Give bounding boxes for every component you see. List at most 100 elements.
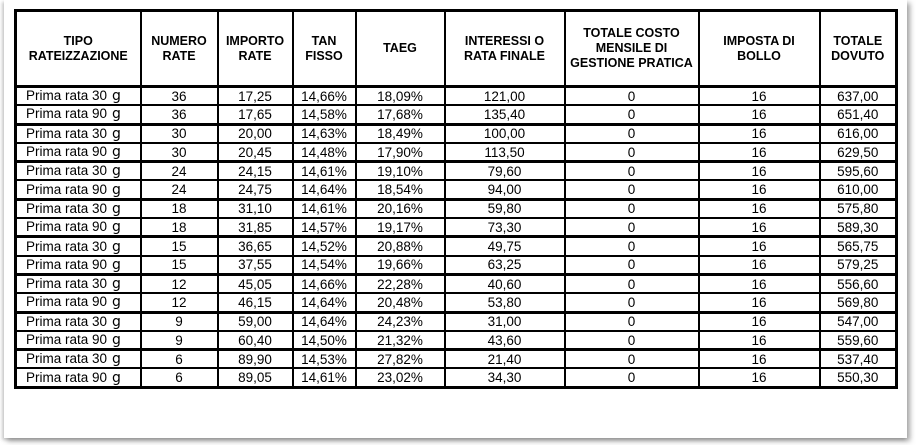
cell-importo-rate: 17,25 (216, 85, 294, 107)
giorni-suffix: g (112, 351, 121, 368)
cell-imposta-bollo: 16 (697, 292, 821, 314)
table-row: Prima rata 30 g 6 89,90 14,53% 27,82% 21,40 0 16… (14, 348, 898, 370)
giorni-suffix: g (112, 125, 121, 142)
table-row: Prima rata 30 g 24 24,15 14,61% 19,10% 79,60 0 1… (14, 160, 898, 182)
cell-totale-dovuto: 575,80 (818, 198, 898, 220)
cell-tan-fisso: 14,48% (291, 141, 357, 164)
cell-totale-dovuto: 547,00 (818, 311, 898, 332)
cell-imposta-bollo: 16 (697, 329, 821, 352)
cell-taeg: 24,23% (354, 311, 446, 332)
cell-totale-dovuto: 610,00 (818, 179, 898, 201)
giorni-suffix: g (112, 181, 121, 198)
table-row: Prima rata 30 g 12 45,05 14,66% 22,28% 40,60 0 1… (14, 273, 898, 295)
cell-tan-fisso: 14,64% (291, 179, 357, 201)
giorni-suffix: g (112, 238, 121, 255)
cell-tan-fisso: 14,66% (291, 85, 357, 107)
cell-costo-gestione: 0 (563, 123, 700, 144)
cell-importo-rate: 20,00 (216, 123, 294, 144)
cell-importo-rate: 37,55 (216, 254, 294, 276)
cell-taeg: 20,48% (354, 292, 446, 314)
cell-tipo-rateizzazione: Prima rata 90 g (14, 254, 142, 276)
giorni-suffix: g (112, 313, 121, 330)
tipo-label: Prima rata 30 (26, 238, 108, 254)
cell-tan-fisso: 14,52% (291, 235, 357, 257)
cell-imposta-bollo: 16 (697, 217, 821, 239)
cell-tan-fisso: 14,61% (291, 367, 357, 389)
table-header-row: TIPO RATEIZZAZIONE NUMERO RATE IMPORTO RAT… (14, 9, 898, 88)
cell-totale-dovuto: 559,60 (818, 329, 898, 352)
cell-interessi: 79,60 (443, 160, 566, 182)
cell-totale-dovuto: 579,25 (818, 254, 898, 276)
cell-tipo-rateizzazione: Prima rata 90 g (14, 179, 142, 201)
cell-tan-fisso: 14,50% (291, 329, 357, 352)
table-row: Prima rata 30 g 30 20,00 14,63% 18,49% 100,00 0… (14, 123, 898, 144)
table-row: Prima rata 90 g 36 17,65 14,58% 17,68% 135,40 0… (14, 104, 898, 126)
cell-totale-dovuto: 651,40 (818, 104, 898, 126)
tipo-label: Prima rata 90 (26, 369, 108, 385)
cell-taeg: 17,68% (354, 104, 446, 126)
tipo-label: Prima rata 30 (26, 200, 108, 216)
cell-imposta-bollo: 16 (697, 348, 821, 370)
cell-importo-rate: 20,45 (216, 141, 294, 164)
cell-imposta-bollo: 16 (697, 141, 821, 164)
column-header-6: TOTALE COSTO MENSILE DI GESTIONE PRATICA (563, 9, 700, 88)
cell-totale-dovuto: 556,60 (818, 273, 898, 295)
column-header-5: INTERESSI O RATA FINALE (443, 9, 566, 88)
cell-importo-rate: 89,90 (216, 348, 294, 370)
cell-taeg: 20,88% (354, 235, 446, 257)
cell-numero-rate: 30 (139, 123, 219, 144)
cell-numero-rate: 12 (139, 273, 219, 295)
cell-costo-gestione: 0 (563, 235, 700, 257)
cell-numero-rate: 36 (139, 104, 219, 126)
cell-tan-fisso: 14,57% (291, 217, 357, 239)
cell-totale-dovuto: 537,40 (818, 348, 898, 370)
cell-imposta-bollo: 16 (697, 198, 821, 220)
cell-totale-dovuto: 616,00 (818, 123, 898, 144)
cell-costo-gestione: 0 (563, 254, 700, 276)
table-row: Prima rata 30 g 9 59,00 14,64% 24,23% 31,00 0 16… (14, 311, 898, 332)
cell-taeg: 23,02% (354, 367, 446, 389)
column-header-1: NUMERO RATE (139, 9, 219, 88)
cell-importo-rate: 89,05 (216, 367, 294, 389)
table-row: Prima rata 90 g 12 46,15 14,64% 20,48% 53,80 0 1… (14, 292, 898, 314)
cell-imposta-bollo: 16 (697, 179, 821, 201)
cell-numero-rate: 9 (139, 311, 219, 332)
installment-plan-table: TIPO RATEIZZAZIONE NUMERO RATE IMPORTO RAT… (14, 9, 898, 389)
cell-imposta-bollo: 16 (697, 235, 821, 257)
column-header-0: TIPO RATEIZZAZIONE (14, 9, 142, 88)
tipo-label: Prima rata 30 (26, 88, 108, 104)
cell-tipo-rateizzazione: Prima rata 30 g (14, 160, 142, 182)
cell-interessi: 121,00 (443, 85, 566, 107)
giorni-suffix: g (112, 369, 121, 386)
cell-interessi: 43,60 (443, 329, 566, 352)
table-row: Prima rata 30 g 36 17,25 14,66% 18,09% 121,00 0… (14, 85, 898, 107)
tipo-label: Prima rata 90 (26, 219, 108, 235)
cell-numero-rate: 24 (139, 160, 219, 182)
giorni-suffix: g (112, 256, 121, 273)
document-page: TIPO RATEIZZAZIONE NUMERO RATE IMPORTO RAT… (4, 0, 907, 438)
giorni-suffix: g (112, 200, 121, 217)
cell-imposta-bollo: 16 (697, 123, 821, 144)
cell-importo-rate: 36,65 (216, 235, 294, 257)
column-header-7: IMPOSTA DI BOLLO (697, 9, 821, 88)
cell-numero-rate: 9 (139, 329, 219, 352)
cell-tipo-rateizzazione: Prima rata 90 g (14, 367, 142, 389)
cell-importo-rate: 17,65 (216, 104, 294, 126)
cell-costo-gestione: 0 (563, 329, 700, 352)
tipo-label: Prima rata 30 (26, 351, 108, 367)
cell-imposta-bollo: 16 (697, 273, 821, 295)
cell-taeg: 19,10% (354, 160, 446, 182)
cell-imposta-bollo: 16 (697, 85, 821, 107)
cell-tipo-rateizzazione: Prima rata 30 g (14, 198, 142, 220)
cell-totale-dovuto: 589,30 (818, 217, 898, 239)
cell-costo-gestione: 0 (563, 160, 700, 182)
cell-numero-rate: 15 (139, 235, 219, 257)
cell-importo-rate: 59,00 (216, 311, 294, 332)
tipo-label: Prima rata 90 (26, 294, 108, 310)
cell-taeg: 18,49% (354, 123, 446, 144)
table-row: Prima rata 90 g 9 60,40 14,50% 21,32% 43,60 0 16… (14, 329, 898, 352)
cell-costo-gestione: 0 (563, 104, 700, 126)
cell-taeg: 22,28% (354, 273, 446, 295)
tipo-label: Prima rata 30 (26, 276, 108, 292)
cell-costo-gestione: 0 (563, 198, 700, 220)
